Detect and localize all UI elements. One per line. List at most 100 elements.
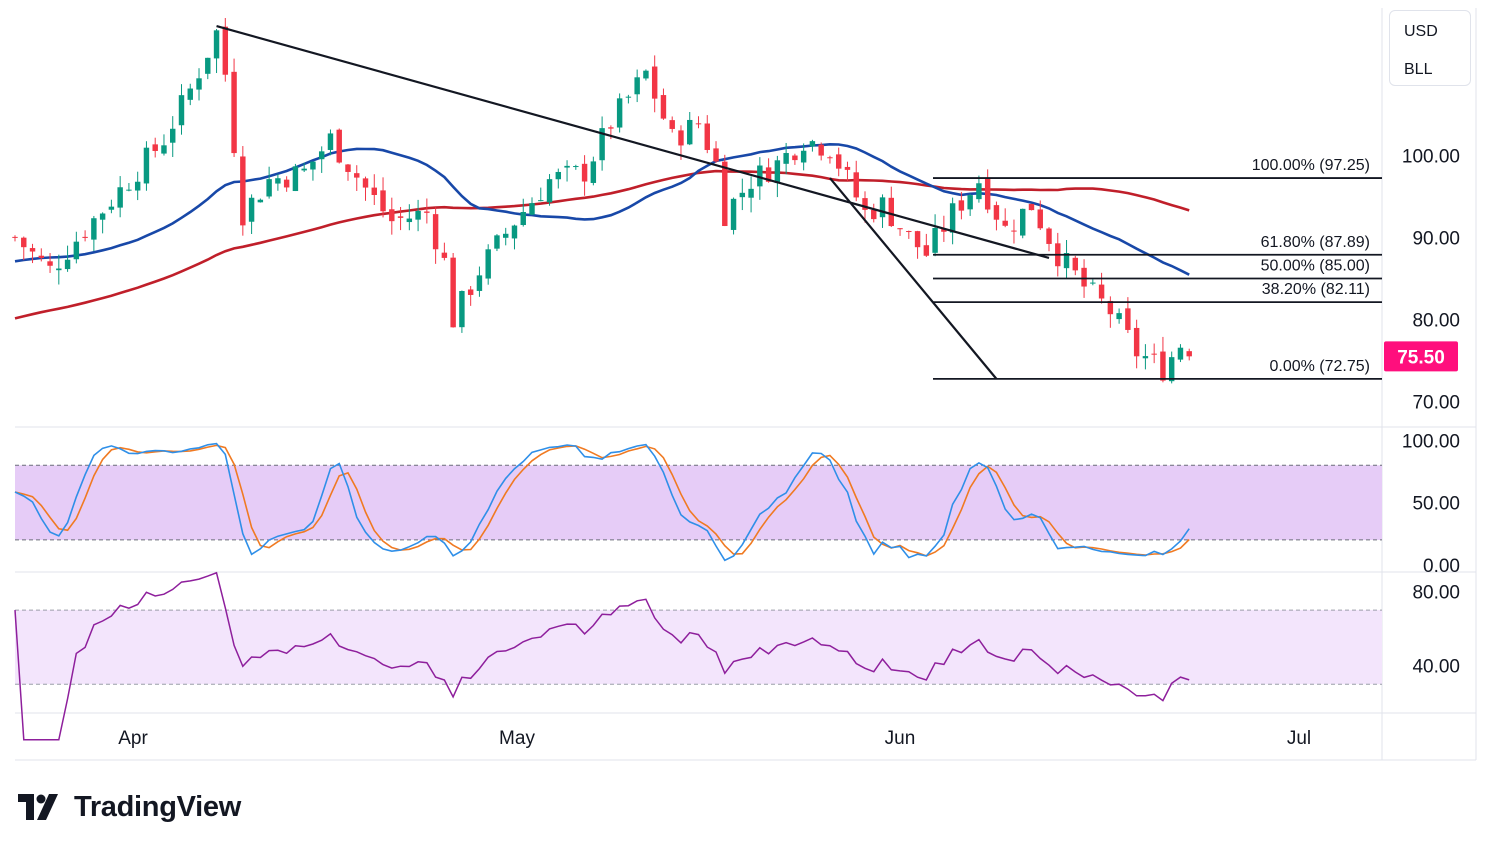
trendline	[216, 24, 1050, 260]
candle-body	[1098, 284, 1105, 299]
candle-body	[152, 144, 158, 151]
candle-body	[967, 195, 973, 210]
candle-body	[21, 237, 27, 248]
candle-body	[722, 161, 728, 227]
candle-body	[1090, 282, 1096, 284]
tradingview-logo-icon	[18, 794, 58, 820]
candle-body	[494, 235, 500, 249]
candle-body	[599, 128, 605, 161]
candle-body	[958, 200, 965, 211]
candle-body	[380, 190, 386, 212]
candle-body	[266, 179, 272, 197]
current-price-box	[1384, 341, 1458, 372]
candle-body	[783, 153, 789, 164]
candle-body	[126, 189, 132, 191]
candle-body	[1116, 313, 1122, 320]
candle-body	[143, 147, 150, 184]
candle-body	[345, 164, 351, 172]
candle-body	[888, 197, 894, 227]
candle-body	[91, 218, 97, 240]
candle-body	[792, 155, 798, 161]
rsi-tick-label: 40.00	[1412, 657, 1460, 678]
candle-body	[362, 178, 369, 188]
time-tick-label: Jul	[1287, 728, 1311, 749]
candle-body	[310, 161, 316, 170]
candle-body	[178, 95, 185, 126]
candle-body	[678, 130, 684, 146]
candle-body	[1125, 308, 1131, 330]
candle-body	[590, 161, 597, 183]
stoch-tick-label: 0.00	[1423, 556, 1460, 577]
candle-body	[389, 209, 395, 222]
candle-body	[713, 148, 719, 162]
symbol-badge[interactable]: USD BLL	[1389, 10, 1471, 86]
candle-body	[906, 231, 912, 233]
candle-body	[651, 66, 658, 99]
candle-body	[134, 181, 141, 191]
candle-body	[1142, 356, 1149, 359]
candle-body	[634, 77, 640, 95]
candle-body	[205, 57, 211, 74]
candle-body	[64, 259, 71, 270]
candle-body	[879, 197, 886, 218]
candle-body	[12, 236, 18, 238]
time-tick-label: May	[499, 728, 535, 749]
candle-body	[371, 187, 377, 195]
stoch-tick-label: 50.00	[1412, 494, 1460, 515]
candle-body	[660, 95, 667, 119]
price-tick-label: 90.00	[1412, 228, 1460, 249]
candle-body	[608, 127, 614, 129]
fib-level-label: 38.20% (82.11)	[1262, 281, 1370, 298]
candle-body	[1037, 209, 1043, 229]
candle-body	[695, 123, 702, 125]
candle-body	[161, 145, 167, 154]
candle-body	[1168, 357, 1175, 382]
candle-body	[818, 144, 824, 156]
candle-body	[546, 179, 553, 203]
candle-body	[292, 166, 299, 192]
tradingview-logo[interactable]: TradingView	[18, 787, 241, 827]
candle-body	[1160, 351, 1166, 381]
candle-body	[616, 98, 623, 128]
candle-body	[222, 26, 229, 75]
candle-body	[687, 119, 693, 145]
price-tick-label: 80.00	[1412, 310, 1460, 331]
candle-body	[704, 123, 710, 150]
current-price-label: 75.50	[1397, 347, 1445, 368]
candle-body	[424, 211, 430, 213]
candle-body	[196, 78, 202, 90]
candle-body	[914, 231, 921, 248]
candle-body	[415, 210, 421, 220]
candle-body	[47, 261, 53, 266]
candle-body	[240, 156, 246, 226]
candle-body	[56, 268, 62, 271]
candle-body	[354, 173, 360, 178]
rsi-band	[15, 610, 1382, 685]
candle-body	[800, 150, 807, 163]
candle-body	[1063, 253, 1070, 269]
candle-body	[581, 163, 588, 182]
candles	[12, 18, 1192, 384]
time-tick-label: Jun	[885, 728, 916, 749]
candle-body	[1002, 220, 1008, 226]
candle-body	[213, 30, 220, 59]
candle-body	[38, 255, 45, 258]
candle-body	[1020, 208, 1026, 236]
unit-label: BLL	[1404, 61, 1433, 78]
candle-body	[1151, 353, 1157, 355]
candle-body	[1046, 228, 1052, 244]
candle-body	[555, 171, 562, 180]
rsi-tick-label: 80.00	[1412, 583, 1460, 604]
fib-level-label: 61.80% (87.89)	[1261, 234, 1370, 251]
sma-slow-line	[14, 169, 1190, 320]
candle-body	[1072, 257, 1079, 271]
candle-body	[871, 209, 877, 220]
candle-body	[949, 203, 956, 233]
stoch-tick-label: 100.00	[1402, 431, 1460, 452]
candle-body	[669, 120, 675, 129]
candle-body	[82, 236, 88, 238]
candle-body	[757, 165, 763, 187]
candle-body	[932, 228, 938, 253]
candle-body	[1081, 267, 1087, 287]
